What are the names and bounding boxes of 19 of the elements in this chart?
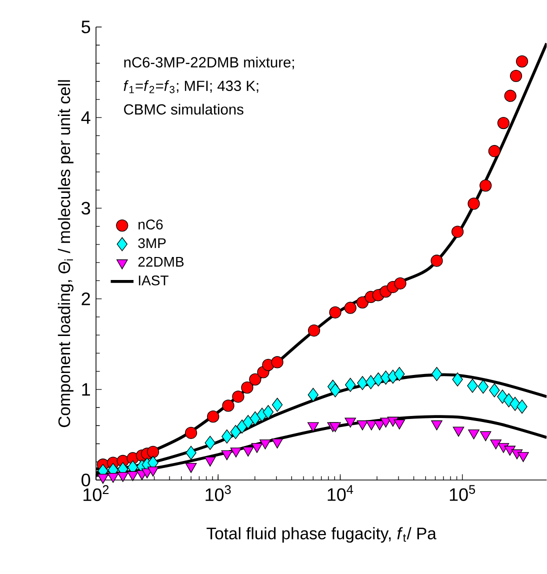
y-tick-label: 1 [82, 383, 90, 396]
y-tick-label: 4 [81, 111, 90, 124]
legend-label: nC6 [138, 220, 163, 230]
legend-label: 22DMB [138, 256, 184, 267]
x-tick-label: 10$^{2}$ [84, 485, 109, 502]
x-tick-label: 10$^{4}$ [328, 485, 354, 501]
annotation: CBMC simulations [124, 104, 244, 115]
y-axis-title: Component loading, Θ$_{i}$ / molecules per unit cell [58, 80, 74, 428]
y-tick-label: 0 [82, 474, 90, 486]
y-tick-label: 2 [82, 292, 90, 306]
x-tick-label: 10$^{3}$ [206, 485, 231, 502]
x-tick-label: 10$^{5}$ [450, 485, 476, 501]
y-tick-label: 5 [82, 20, 90, 34]
x-axis-title: Total fluid phase fugacity, f$_{t}$/ Pa [206, 527, 436, 543]
text: f$_{1}$=f$_{2}$=f$_{3}$; MFI; 433 K; [124, 80, 258, 94]
annotation: nC6-3MP-22DMB mixture; [124, 56, 294, 70]
legend-label: IAST [138, 275, 168, 286]
legend-label: 3MP [138, 238, 166, 248]
y-tick-label: 3 [82, 202, 90, 215]
